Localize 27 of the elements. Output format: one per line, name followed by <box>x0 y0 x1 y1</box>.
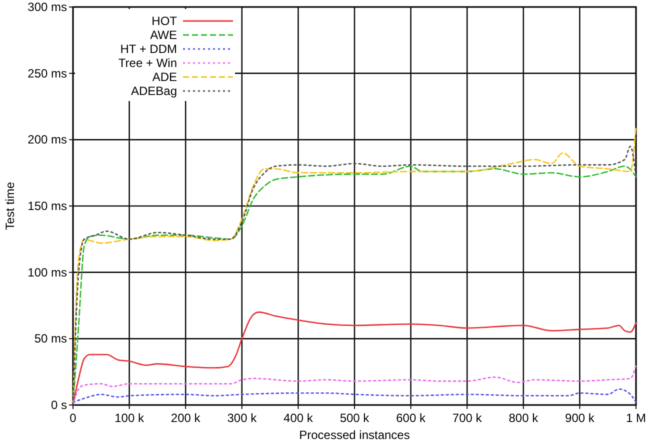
x-tick-label: 900 k <box>565 411 596 425</box>
y-tick-label: 0 s <box>50 398 67 412</box>
x-tick-label: 1 M <box>626 411 646 425</box>
x-tick-label: 100 k <box>114 411 145 425</box>
x-tick-label: 400 k <box>284 411 314 425</box>
legend-label: ADE <box>152 70 177 84</box>
y-axis-title: Test time <box>3 182 17 230</box>
y-tick-label: 250 ms <box>28 66 67 80</box>
legend-label: HT + DDM <box>120 42 177 56</box>
legend-label: AWE <box>150 28 177 42</box>
x-axis-title: Processed instances <box>299 428 410 442</box>
y-tick-label: 100 ms <box>28 265 67 280</box>
y-tick-label: 150 ms <box>28 199 67 213</box>
legend-label: HOT <box>152 14 178 28</box>
x-tick-label: 700 k <box>452 411 483 425</box>
x-tick-label: 500 k <box>340 411 370 425</box>
x-tick-label: 300 k <box>227 411 258 425</box>
legend-label: Tree + Win <box>118 56 177 70</box>
y-tick-label: 300 ms <box>28 0 67 14</box>
line-series <box>72 388 637 404</box>
x-tick-label: 0 <box>70 411 77 425</box>
x-tick-label: 800 k <box>508 411 540 425</box>
x-tick-label: 200 k <box>170 411 202 425</box>
y-tick-label: 200 ms <box>28 132 67 147</box>
legend-label: ADEBag <box>130 84 177 98</box>
x-tick-label: 600 k <box>396 411 426 425</box>
y-tick-label: 50 ms <box>34 332 67 346</box>
